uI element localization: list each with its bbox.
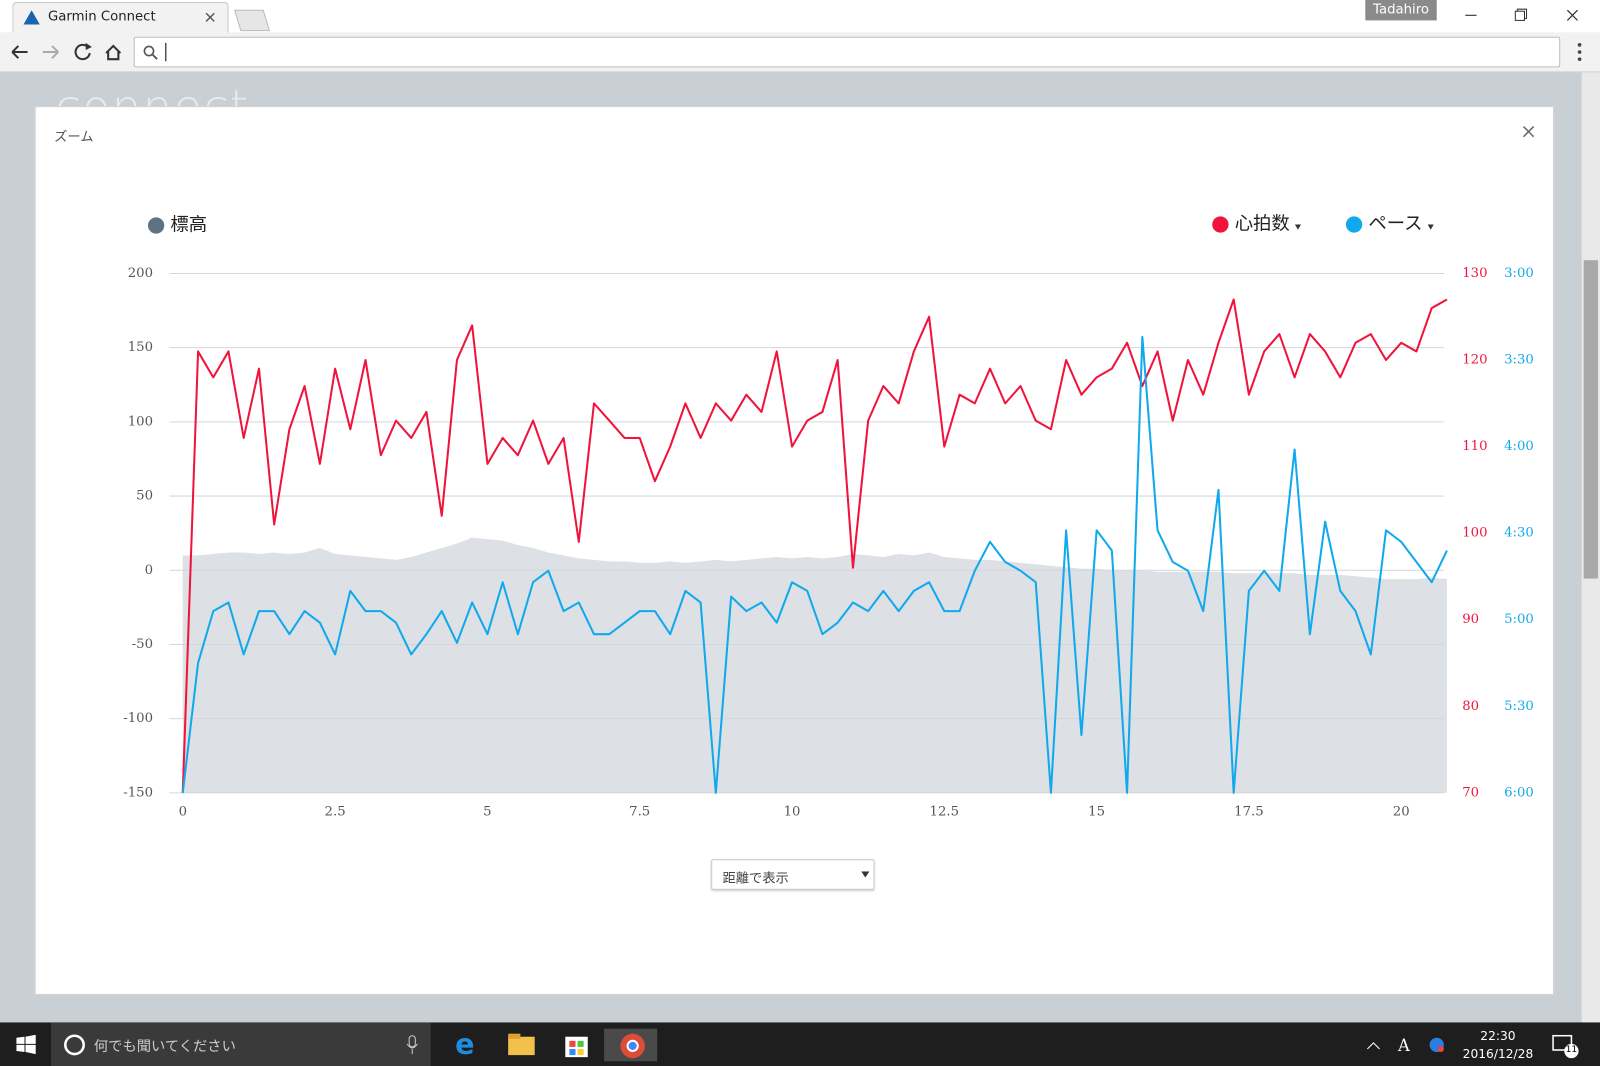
mic[interactable] (406, 1035, 418, 1055)
pinned-apps[interactable]: e (449, 1028, 673, 1062)
time: 22:30 (1480, 1028, 1516, 1043)
new-tab[interactable] (231, 6, 272, 33)
view-select[interactable]: 距離で表示 (711, 859, 875, 890)
action-center[interactable] (1551, 1033, 1582, 1060)
tray-icons[interactable]: A (1363, 1033, 1455, 1057)
date: 2016/12/28 (1462, 1046, 1534, 1062)
start-button[interactable] (16, 1034, 36, 1055)
clock[interactable]: 22:30 2016/12/28 (1455, 1027, 1541, 1064)
profile-badge[interactable]: Tadahiro (1365, 0, 1437, 21)
tab-close[interactable] (205, 12, 215, 22)
scrollbar[interactable] (1581, 72, 1600, 1023)
browser-tab[interactable]: Garmin Connect (12, 2, 229, 34)
search-icon (143, 45, 158, 60)
notification-count: 11 (1565, 1044, 1578, 1056)
title-bar: Garmin Connect Tadahiro (0, 0, 1600, 34)
svg-text:A: A (1397, 1036, 1410, 1055)
svg-text:e: e (455, 1029, 474, 1062)
favicon (23, 10, 40, 25)
window-controls[interactable] (1449, 0, 1600, 33)
tab-title: Garmin Connect (47, 9, 156, 25)
modal-close[interactable] (1522, 125, 1535, 138)
search-placeholder: 何でも聞いてください (93, 1038, 236, 1056)
search-box[interactable]: 何でも聞いてください (51, 1022, 431, 1066)
caret (165, 42, 167, 62)
select-arrow (861, 871, 870, 878)
toolbar (0, 32, 1600, 73)
address-bar[interactable] (133, 36, 1561, 68)
nav-buttons[interactable] (0, 33, 133, 72)
menu[interactable] (1571, 41, 1587, 63)
modal-title: ズーム (54, 129, 94, 145)
cortana (64, 1034, 85, 1056)
scroll-thumb[interactable] (1583, 260, 1598, 579)
view-select-label: 距離で表示 (722, 871, 789, 887)
taskbar: 何でも聞いてください e A 22:30 2016/12/28 11 (0, 1022, 1600, 1066)
